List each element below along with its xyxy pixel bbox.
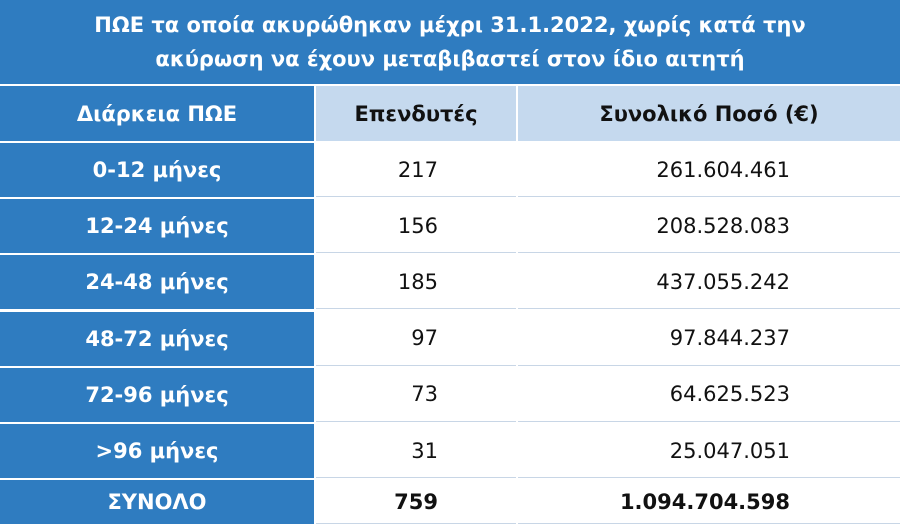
table-cell: 25.047.051 — [518, 424, 900, 478]
table-cell: 73 — [316, 367, 516, 422]
table-cell: 97.844.237 — [518, 311, 900, 366]
row-label: 48-72 μήνες — [0, 311, 314, 366]
table-cell: 97 — [316, 311, 516, 366]
row-label: 72-96 μήνες — [0, 367, 314, 422]
total-cell: 759 — [316, 480, 516, 524]
column-header: Διάρκεια ΠΩΕ — [0, 86, 314, 141]
row-label: 12-24 μήνες — [0, 199, 314, 254]
row-label: 24-48 μήνες — [0, 255, 314, 310]
column-header: Συνολικό Ποσό (€) — [518, 86, 900, 141]
table-cell: 185 — [316, 255, 516, 310]
table-cell: 64.625.523 — [518, 367, 900, 422]
total-cell: 1.094.704.598 — [518, 480, 900, 524]
table-cell: 261.604.461 — [518, 143, 900, 197]
table-cell: 217 — [316, 143, 516, 197]
table-cell: 437.055.242 — [518, 255, 900, 310]
row-label: 0-12 μήνες — [0, 143, 314, 197]
table-title: ΠΩΕ τα οποία ακυρώθηκαν μέχρι 31.1.2022,… — [0, 0, 900, 84]
column-header: Επενδυτές — [316, 86, 516, 141]
table-cell: 31 — [316, 424, 516, 478]
row-label: >96 μήνες — [0, 424, 314, 478]
total-label: ΣΥΝΟΛΟ — [0, 480, 314, 524]
table-cell: 208.528.083 — [518, 199, 900, 254]
table-cell: 156 — [316, 199, 516, 254]
